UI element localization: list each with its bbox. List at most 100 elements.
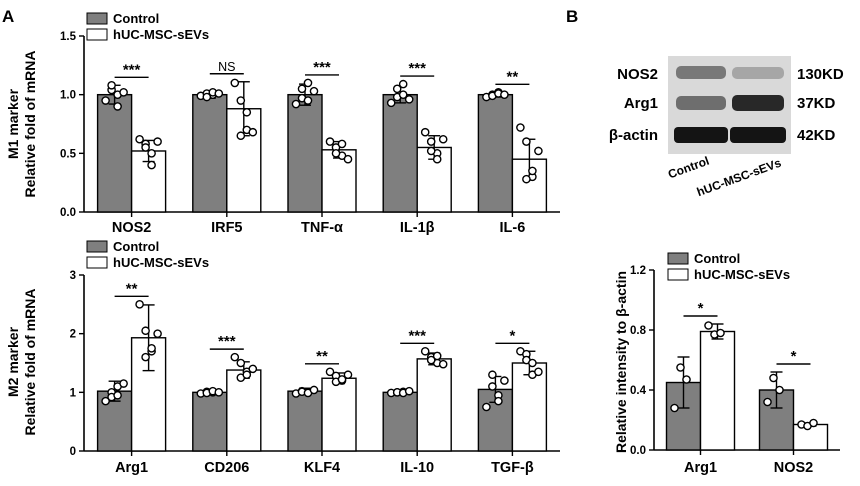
data-point <box>404 386 414 396</box>
blot-size-nos2: 130KD <box>797 66 844 83</box>
y-tick-label: 1.0 <box>60 90 76 102</box>
data-point <box>704 321 713 330</box>
data-point <box>248 127 258 137</box>
data-point <box>488 382 497 391</box>
significance-label: *** <box>408 60 426 77</box>
data-point <box>153 137 162 146</box>
x-tick-label: IL-6 <box>500 220 526 236</box>
legend-swatch-control <box>86 12 108 25</box>
data-point <box>488 370 497 380</box>
legend-swatch-control <box>667 252 689 265</box>
y-axis-label-line1: M2 marker <box>5 326 21 397</box>
panel-label-a: A <box>2 7 14 26</box>
bar-control <box>287 390 323 452</box>
significance-label: * <box>791 348 797 365</box>
blot-band-actin-control <box>674 127 728 143</box>
data-point <box>426 146 436 156</box>
legend-label-treated: hUC-MSC-sEVs <box>694 267 790 282</box>
y-tick-label: 0.0 <box>60 207 76 219</box>
data-point <box>236 96 246 105</box>
data-point <box>236 131 246 141</box>
data-point <box>392 84 402 94</box>
y-axis-label-line2: Relative fold of mRNA <box>22 50 38 197</box>
data-point <box>297 84 307 94</box>
data-point <box>432 351 442 361</box>
data-point <box>119 379 128 388</box>
data-point <box>337 375 347 384</box>
data-point <box>147 149 156 158</box>
bar-control <box>287 93 323 213</box>
y-tick-label: 0.4 <box>630 385 647 397</box>
data-point <box>248 364 258 374</box>
data-point <box>113 102 122 111</box>
data-point <box>432 154 442 164</box>
legend-label-treated: hUC-MSC-sEVs <box>113 27 209 42</box>
y-tick-label: 0 <box>70 446 76 458</box>
y-axis-label: Relative intensity to β-actin <box>613 271 629 453</box>
significance-label: ** <box>126 280 138 297</box>
data-point <box>291 99 301 109</box>
data-point <box>147 344 156 353</box>
data-point <box>153 329 162 338</box>
data-point <box>500 90 509 99</box>
chart-m2-markers: 0 1 2 3 M2 marker Relative fold of mRNA Contro… <box>5 239 560 476</box>
bar-control <box>382 391 418 452</box>
data-point <box>101 396 110 406</box>
y-tick-label: 0.5 <box>60 148 77 160</box>
data-point <box>331 149 341 158</box>
data-point <box>147 160 156 170</box>
legend-label-treated: hUC-MSC-sEVs <box>113 255 209 270</box>
data-point <box>343 154 353 164</box>
x-tick-label: TGF-β <box>491 460 534 476</box>
y-tick-label: 1 <box>70 387 77 399</box>
legend-swatch-control <box>86 240 108 253</box>
data-point <box>337 139 347 149</box>
data-point <box>135 300 144 309</box>
data-point <box>343 370 353 380</box>
significance-label: NS <box>218 60 235 74</box>
blot-band-arg1-control <box>676 96 726 110</box>
blot-band-nos2-treated <box>732 67 784 79</box>
data-point <box>763 397 772 407</box>
data-point <box>135 134 144 144</box>
data-point <box>303 96 313 105</box>
bar-treated <box>699 330 736 451</box>
data-point <box>528 358 537 368</box>
significance-label: *** <box>313 59 331 76</box>
y-tick-label: 1.2 <box>630 265 646 277</box>
blot-band-actin-treated <box>730 127 786 143</box>
x-tick-label: IL-10 <box>400 460 434 476</box>
data-point <box>141 352 150 362</box>
data-point <box>303 78 313 88</box>
data-point <box>438 359 448 369</box>
data-point <box>716 328 725 338</box>
data-point <box>676 363 685 372</box>
x-tick-label: Arg1 <box>115 460 148 476</box>
data-point <box>202 92 212 102</box>
data-point <box>522 174 531 184</box>
blot-lane-control: Control <box>666 154 711 182</box>
data-point <box>528 166 537 176</box>
legend-swatch-treated <box>86 28 108 41</box>
x-tick-label: CD206 <box>204 460 249 476</box>
blot-protein-actin: β-actin <box>609 127 658 144</box>
bar-treated <box>226 369 262 452</box>
data-point <box>420 346 430 356</box>
y-tick-label: 3 <box>70 270 76 282</box>
bar-treated <box>321 377 357 452</box>
data-point <box>325 137 335 146</box>
x-tick-label: Arg1 <box>684 460 717 476</box>
y-axis-label: M2 marker Relative fold of mRNA <box>5 288 38 435</box>
data-point <box>534 367 543 377</box>
data-point <box>775 385 784 395</box>
bar-control <box>192 93 228 213</box>
significance-label: ** <box>316 348 328 365</box>
data-point <box>236 358 246 368</box>
data-point <box>420 127 430 137</box>
data-point <box>119 88 128 97</box>
data-point <box>230 78 240 88</box>
x-tick-label: IL-1β <box>400 220 435 236</box>
significance-label: *** <box>218 333 236 350</box>
